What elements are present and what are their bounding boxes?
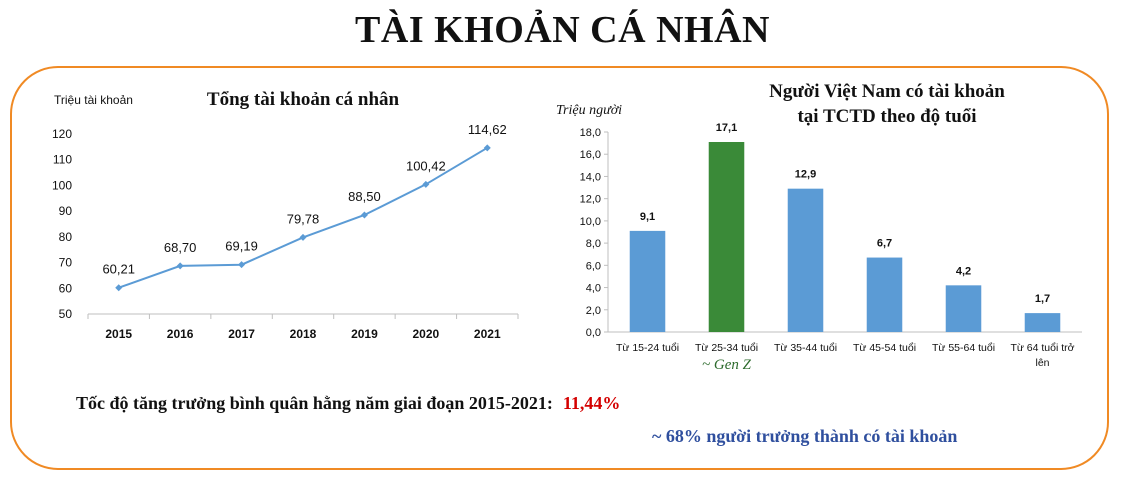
bar-chart-y-tick-label: 4,0 (586, 283, 601, 295)
bar-chart-category-label: Từ 35-44 tuổi (774, 342, 837, 354)
bar-chart-bar (866, 257, 903, 332)
bar-chart-y-tick-label: 8,0 (586, 238, 601, 250)
line-chart-data-label: 79,78 (287, 211, 320, 226)
bar-chart-y-tick-label: 16,0 (580, 149, 601, 161)
line-chart-y-tick-label: 110 (53, 153, 72, 167)
bar-chart-y-ticks: 0,0 2,0 4,0 6,0 8,0 10,0 12,0 14,0 16,0 18,0 (580, 127, 608, 339)
line-chart-title: Tổng tài khoản cá nhân (207, 89, 400, 110)
gen-z-annotation: ~ Gen Z (702, 357, 751, 373)
growth-rate-value: 11,44% (562, 393, 621, 413)
line-chart-y-tick-label: 120 (52, 127, 72, 141)
bar-chart-y-axis-label: Triệu người (556, 103, 622, 118)
bar-chart-y-tick-label: 18,0 (580, 127, 601, 139)
line-chart-data-label: 69,19 (225, 239, 258, 254)
bar-chart-data-label: 9,1 (640, 211, 655, 223)
line-chart-point (176, 262, 184, 270)
line-chart-x-tick-label: 2019 (351, 327, 378, 341)
growth-rate-line: Tốc độ tăng trưởng bình quân hằng năm gi… (76, 393, 620, 414)
line-chart-point (115, 284, 123, 292)
bar-chart-bar (629, 230, 666, 332)
bar-chart-category-label: Từ 25-34 tuổi (695, 342, 758, 354)
line-chart-x-tick-label: 2018 (290, 327, 317, 341)
line-chart-points (115, 144, 491, 292)
bar-chart-data-labels: 9,1 17,1 12,9 6,7 4,2 1,7 (640, 122, 1050, 305)
bar-chart-y-tick-label: 12,0 (580, 194, 601, 206)
line-chart-x-tick-label: 2016 (167, 327, 194, 341)
content-frame (10, 66, 1109, 470)
line-chart-y-tick-label: 50 (59, 307, 73, 321)
bar-chart-data-label: 4,2 (956, 265, 971, 277)
line-chart-point (483, 144, 491, 152)
bar-chart-data-label: 17,1 (716, 122, 737, 134)
line-chart-point (238, 261, 246, 269)
line-chart-y-tick-label: 60 (59, 281, 73, 295)
line-chart-x-tick-label: 2021 (474, 327, 501, 341)
bar-chart-category-label: Từ 15-24 tuổi (616, 342, 679, 354)
bar-chart-title-line-1: Người Việt Nam có tài khoản (769, 81, 1005, 102)
bar-chart-category-label: lên (1035, 357, 1049, 369)
growth-rate-label: Tốc độ tăng trưởng bình quân hằng năm gi… (76, 393, 553, 413)
line-chart-point (299, 233, 307, 241)
line-chart-y-ticks: 50 60 70 80 90 100 110 120 (52, 127, 72, 321)
page-title: TÀI KHOẢN CÁ NHÂN (355, 9, 770, 51)
line-chart-x-ticks: 2015 2016 2017 2018 2019 2020 2021 (87, 314, 519, 341)
line-chart-data-label: 68,70 (164, 240, 197, 255)
bar-chart-category-labels: Từ 15-24 tuổi Từ 25-34 tuổi Từ 35-44 tuổi T… (616, 342, 1075, 369)
bar-chart-y-tick-label: 0,0 (586, 327, 601, 339)
line-chart-x-tick-label: 2017 (228, 327, 255, 341)
bar-chart-category-label: Từ 45-54 tuổi (853, 342, 916, 354)
line-chart-data-labels: 60,21 68,70 69,19 79,78 88,50 100,42 114,62 (102, 122, 506, 277)
line-chart-data-label: 88,50 (348, 189, 381, 204)
line-chart-y-tick-label: 80 (59, 230, 73, 244)
bar-chart-data-label: 6,7 (877, 238, 892, 250)
bar-chart-data-label: 12,9 (795, 169, 816, 181)
bar-chart-data-label: 1,7 (1035, 293, 1050, 305)
line-chart-x-tick-label: 2020 (413, 327, 440, 341)
bar-chart-title-line-2: tại TCTD theo độ tuổi (797, 106, 976, 127)
line-chart-y-tick-label: 70 (59, 256, 73, 270)
bar-chart-category-label: Từ 55-64 tuổi (932, 342, 995, 354)
line-chart-y-tick-label: 90 (59, 204, 73, 218)
line-chart-y-tick-label: 100 (52, 178, 72, 192)
line-chart-data-label: 60,21 (102, 262, 135, 277)
bar-chart-y-tick-label: 10,0 (580, 216, 601, 228)
line-chart-point (360, 211, 368, 219)
bar-chart-bar (787, 188, 824, 332)
bar-chart-bar (708, 142, 745, 332)
bar-chart-y-tick-label: 6,0 (586, 260, 601, 272)
line-chart-data-label: 114,62 (468, 122, 507, 137)
bar-chart-bars (629, 142, 1061, 332)
line-chart-y-axis-label: Triệu tài khoản (54, 93, 133, 107)
bar-chart-y-tick-label: 14,0 (580, 171, 601, 183)
bar-chart-category-label: Từ 64 tuổi trở (1010, 342, 1074, 354)
bar-chart-y-tick-label: 2,0 (586, 305, 601, 317)
line-chart-x-tick-label: 2015 (105, 327, 132, 341)
adult-account-note: ~ 68% người trưởng thành có tài khoản (652, 426, 958, 446)
line-chart-point (422, 180, 430, 188)
bar-chart-bar (1024, 313, 1061, 332)
bar-chart-bar (945, 285, 982, 332)
line-chart-data-label: 100,42 (406, 158, 446, 173)
